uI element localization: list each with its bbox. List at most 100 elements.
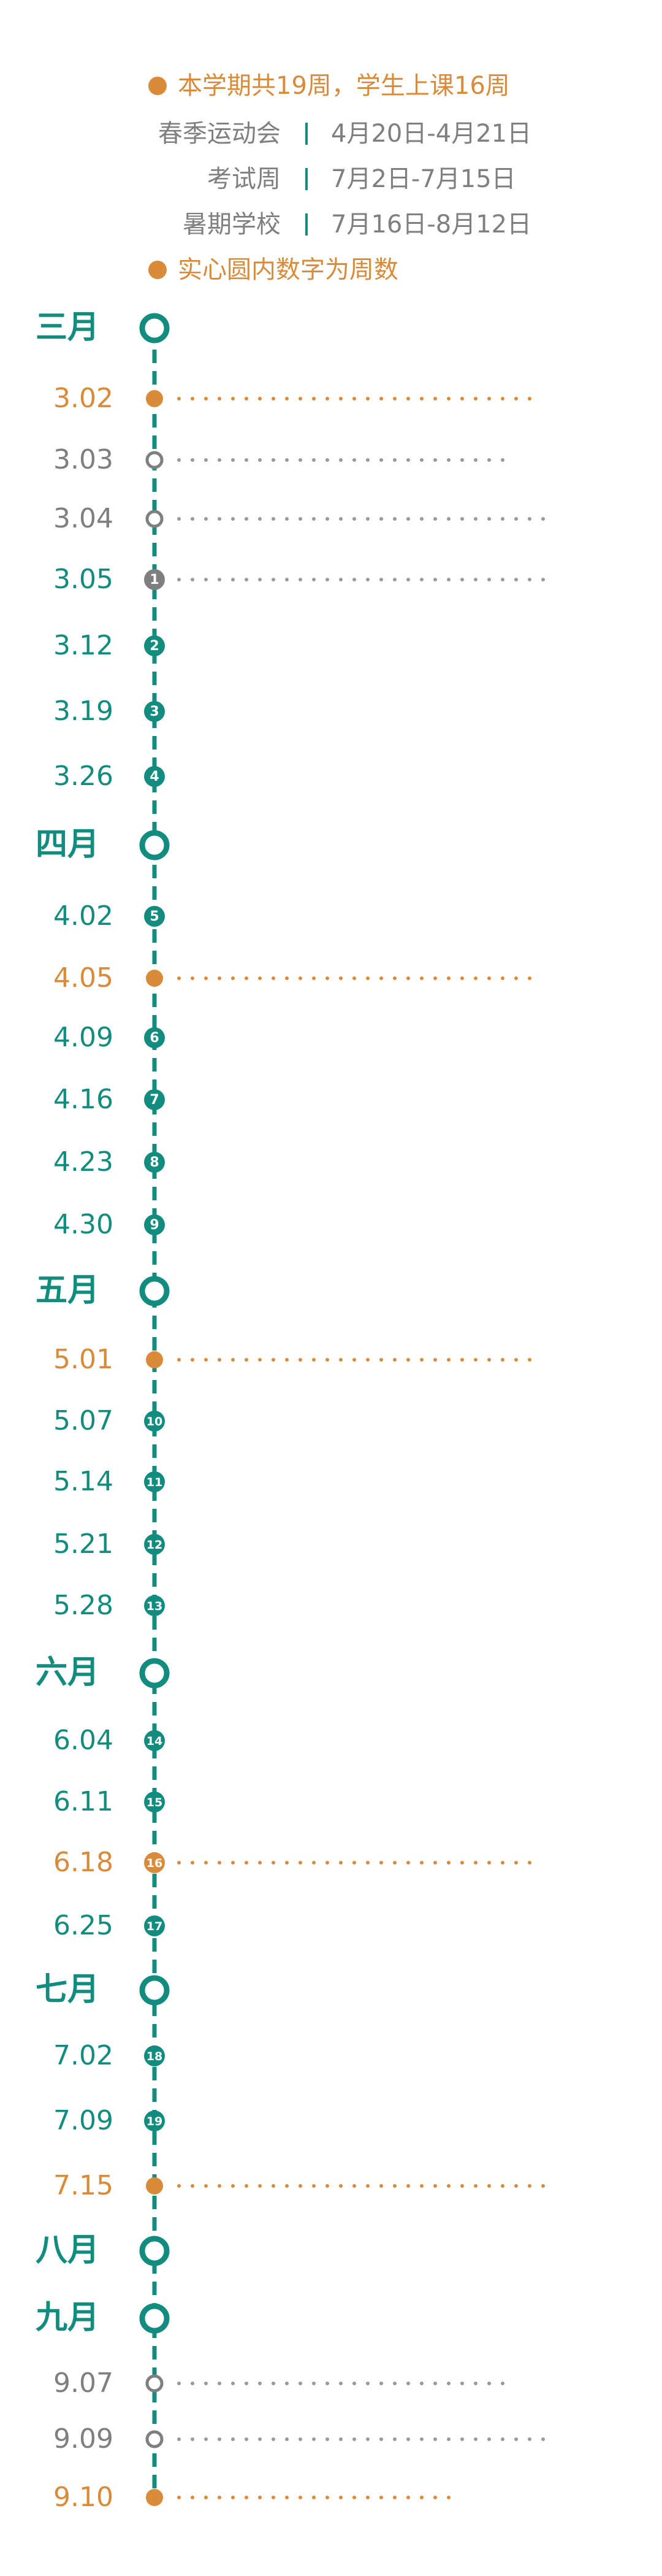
week-number-text: 3 xyxy=(150,704,159,719)
week-number-text: 14 xyxy=(146,1735,162,1748)
date-label: 5.28 xyxy=(53,1590,113,1621)
date-label: 6.11 xyxy=(53,1786,113,1817)
week-number-badge xyxy=(144,1792,165,1812)
week-number-text: 10 xyxy=(146,1415,162,1428)
date-label: 3.04 xyxy=(53,503,113,534)
date-label: 7.02 xyxy=(53,2040,113,2071)
week-number-text: 12 xyxy=(146,1538,162,1552)
date-label: 9.10 xyxy=(53,2482,113,2513)
week-number-badge xyxy=(144,1471,165,1492)
holiday-dot-icon xyxy=(146,2489,163,2506)
week-number-badge xyxy=(144,635,165,656)
date-label: 6.18 xyxy=(53,1847,113,1878)
date-label: 4.30 xyxy=(53,1209,113,1240)
info-value-exam: 7月2日-7月15日 xyxy=(331,165,516,193)
week-number-text: 6 xyxy=(150,1030,159,1046)
month-label: 五月 xyxy=(35,1272,99,1309)
admin-dot-icon xyxy=(145,510,164,528)
date-label: 5.07 xyxy=(53,1405,113,1436)
week-number-text: 7 xyxy=(150,1092,159,1108)
week-number-badge xyxy=(144,1089,165,1110)
info-divider xyxy=(305,168,308,190)
admin-dot-icon xyxy=(145,2430,164,2448)
week-number-badge xyxy=(144,569,165,590)
date-label: 5.14 xyxy=(53,1466,113,1497)
week-number-badge xyxy=(144,1027,165,1048)
month-node-icon xyxy=(139,1276,170,1306)
info-label-summer: 暑期学校 xyxy=(183,210,281,239)
week-number-text: 16 xyxy=(146,1857,162,1870)
week-number-text: 5 xyxy=(150,909,159,924)
info-value-sports: 4月20日-4月21日 xyxy=(331,120,532,148)
date-label: 3.05 xyxy=(53,564,113,595)
month-label: 四月 xyxy=(35,826,99,863)
info-divider xyxy=(305,123,308,145)
date-label: 6.04 xyxy=(53,1725,113,1756)
week-number-text: 13 xyxy=(146,1600,162,1613)
week-number-badge xyxy=(144,1411,165,1432)
info-label-sports: 春季运动会 xyxy=(158,120,281,148)
month-node-icon xyxy=(139,1975,170,2006)
legend-note: 实心圆内数字为周数 xyxy=(178,256,398,284)
date-label: 7.09 xyxy=(53,2105,113,2136)
admin-dot-icon xyxy=(145,2374,164,2393)
week-number-text: 1 xyxy=(150,572,159,588)
week-number-text: 15 xyxy=(146,1796,162,1809)
date-label: 4.09 xyxy=(53,1022,113,1053)
holiday-dot-icon xyxy=(146,970,163,987)
info-value-summer: 7月16日-8月12日 xyxy=(331,210,532,239)
month-node-icon xyxy=(139,2303,170,2334)
week-number-text: 8 xyxy=(150,1155,159,1170)
month-label: 六月 xyxy=(35,1654,99,1691)
info-divider xyxy=(305,213,308,236)
week-number-badge xyxy=(144,2110,165,2131)
week-number-text: 18 xyxy=(146,2050,162,2063)
week-number-badge xyxy=(144,1214,165,1235)
date-label: 3.26 xyxy=(53,761,113,792)
date-label: 4.05 xyxy=(53,962,113,994)
week-number-text: 17 xyxy=(146,1920,162,1933)
date-label: 3.12 xyxy=(53,630,113,661)
date-label: 9.07 xyxy=(53,2367,113,2399)
week-number-text: 19 xyxy=(146,2115,162,2128)
month-label: 七月 xyxy=(35,1971,99,2008)
date-label: 6.25 xyxy=(53,1910,113,1941)
holiday-dot-icon xyxy=(146,2177,163,2195)
month-node-icon xyxy=(139,830,170,861)
date-label: 3.19 xyxy=(53,696,113,727)
summary-dot-icon xyxy=(148,77,167,95)
month-label: 三月 xyxy=(35,309,99,346)
date-label: 5.21 xyxy=(53,1528,113,1560)
week-number-badge xyxy=(144,701,165,722)
semester-summary: 本学期共19周，学生上课16周 xyxy=(178,72,510,100)
week-number-badge xyxy=(144,1730,165,1751)
date-label: 4.02 xyxy=(53,900,113,932)
date-label: 4.16 xyxy=(53,1084,113,1115)
date-label: 5.01 xyxy=(53,1344,113,1375)
note-dot-icon xyxy=(148,261,167,279)
month-node-icon xyxy=(139,2236,170,2266)
week-number-badge xyxy=(144,1915,165,1936)
week-number-badge xyxy=(144,766,165,787)
week-number-text: 9 xyxy=(150,1217,159,1233)
admin-dot-icon xyxy=(145,451,164,469)
date-label: 7.15 xyxy=(53,2170,113,2201)
week-number-badge xyxy=(144,1595,165,1616)
week-number-text: 4 xyxy=(150,769,159,784)
month-node-icon xyxy=(139,1658,170,1689)
week-number-badge xyxy=(144,2045,165,2066)
holiday-dot-icon xyxy=(146,1351,163,1368)
week-number-text: 2 xyxy=(150,638,159,654)
month-label: 八月 xyxy=(35,2232,99,2269)
week-number-badge xyxy=(144,906,165,927)
week-number-badge xyxy=(144,1534,165,1555)
week-number-badge xyxy=(144,1152,165,1173)
month-label: 九月 xyxy=(35,2299,99,2336)
date-label: 9.09 xyxy=(53,2423,113,2455)
week-number-badge xyxy=(144,1852,165,1873)
date-label: 4.23 xyxy=(53,1146,113,1178)
date-label: 3.03 xyxy=(53,444,113,475)
month-node-icon xyxy=(139,313,170,343)
holiday-dot-icon xyxy=(146,390,163,407)
